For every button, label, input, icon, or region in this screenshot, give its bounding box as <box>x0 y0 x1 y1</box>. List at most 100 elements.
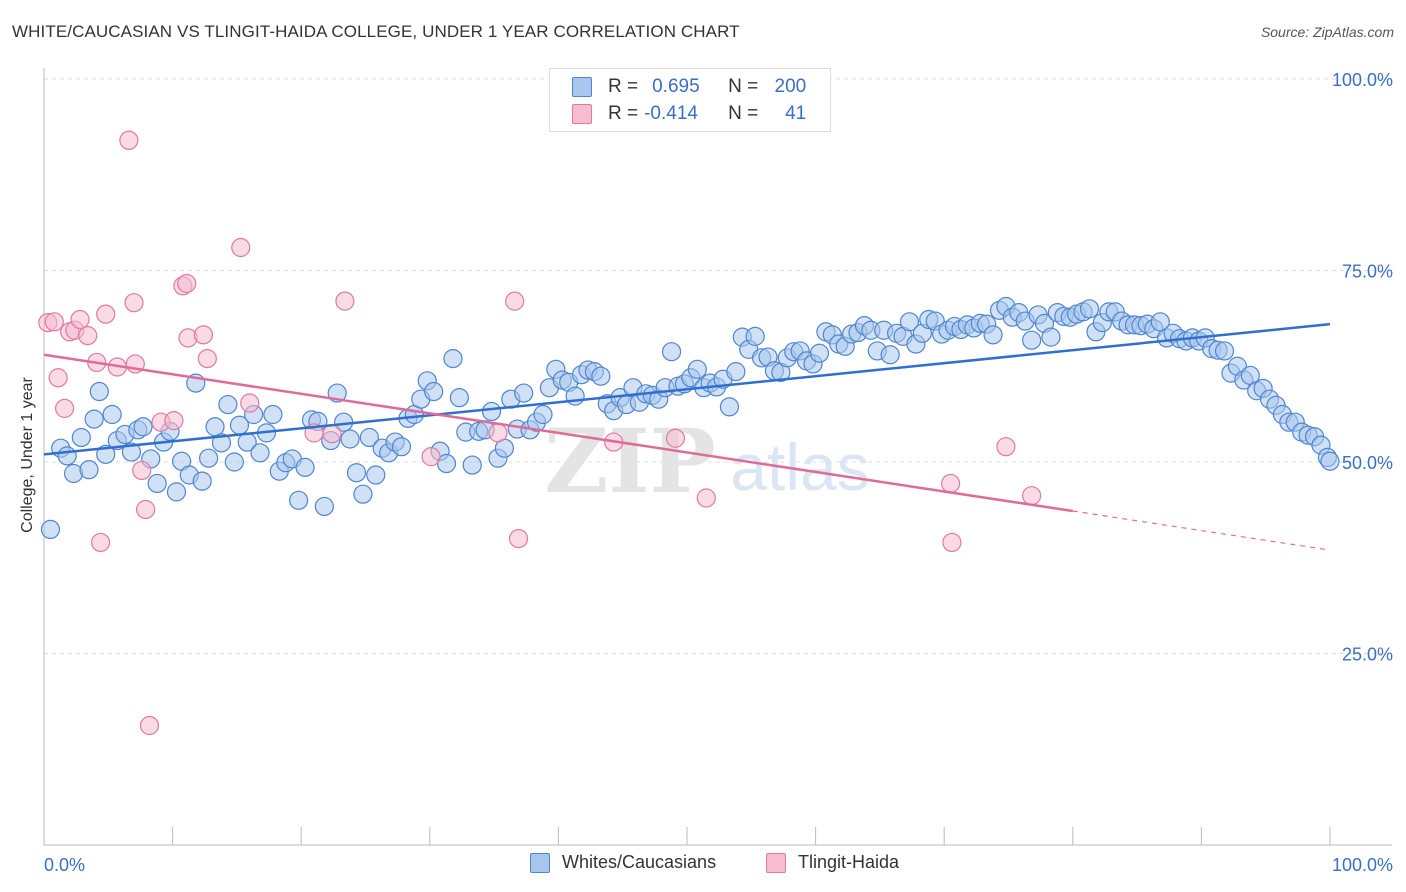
point-whites <box>340 429 360 449</box>
legend-n-label: N = <box>728 103 759 124</box>
point-whites <box>250 443 270 463</box>
point-tlingit <box>696 488 716 508</box>
point-whites <box>443 348 463 369</box>
trend-line-whites <box>43 322 1331 456</box>
point-tlingit <box>78 326 98 346</box>
point-whites <box>726 362 746 382</box>
legend-row-whites: R = 0.695 N = 200 <box>572 75 806 99</box>
point-tlingit <box>70 309 90 330</box>
trend-line-tlingit-extension <box>1072 510 1331 551</box>
point-whites <box>89 381 109 402</box>
point-whites <box>719 397 740 417</box>
point-whites <box>353 484 373 504</box>
point-whites <box>147 473 167 494</box>
point-whites <box>899 312 920 332</box>
point-whites <box>983 325 1003 345</box>
point-tlingit <box>135 499 156 520</box>
legend-r-value: 0.695 <box>652 76 700 97</box>
point-tlingit <box>178 328 198 348</box>
point-whites <box>263 404 283 425</box>
point-tlingit <box>240 393 260 413</box>
legend-r-label: R = <box>608 103 639 124</box>
point-whites <box>462 455 482 475</box>
point-whites <box>211 433 232 453</box>
point-whites <box>424 381 444 402</box>
point-whites <box>481 401 502 422</box>
point-tlingit <box>96 304 116 324</box>
point-tlingit <box>177 273 197 294</box>
legend-swatch-tlingit <box>766 852 786 873</box>
point-whites <box>449 388 469 408</box>
legend-item-whites[interactable]: Whites/Caucasians <box>530 852 716 873</box>
point-whites <box>96 444 116 464</box>
point-whites <box>533 404 553 425</box>
point-whites <box>661 342 682 362</box>
point-whites <box>121 442 142 462</box>
stats-legend: R = 0.695 N = 200 R = -0.414 N = 41 <box>549 68 831 132</box>
watermark-atlas: atlas <box>730 430 869 504</box>
point-whites <box>1041 327 1061 347</box>
point-tlingit <box>119 130 139 150</box>
point-whites <box>133 417 153 437</box>
watermark-zip: ZIP <box>544 409 716 513</box>
y-tick-label: 50.0% <box>1342 453 1393 473</box>
point-whites <box>224 452 244 472</box>
point-whites <box>687 359 707 379</box>
legend-swatch-whites <box>572 77 592 97</box>
legend-n-value: 200 <box>774 76 807 97</box>
x-tick-label: 0.0% <box>44 855 85 875</box>
point-whites <box>1320 451 1340 471</box>
point-tlingit <box>996 437 1016 457</box>
legend-swatch-tlingit <box>572 104 592 124</box>
point-tlingit <box>132 460 152 481</box>
point-tlingit <box>197 348 217 369</box>
point-tlingit <box>322 424 342 444</box>
point-whites <box>391 437 412 457</box>
point-whites <box>166 482 187 502</box>
point-whites <box>79 460 99 480</box>
point-tlingit <box>164 411 184 431</box>
point-whites <box>40 519 61 540</box>
point-whites <box>289 490 309 510</box>
y-tick-label: 25.0% <box>1342 645 1393 665</box>
legend-item-tlingit[interactable]: Tlingit-Haida <box>766 852 899 873</box>
source-label: Source: ZipAtlas.com <box>1260 24 1394 40</box>
point-whites <box>591 366 611 386</box>
point-tlingit <box>942 532 962 553</box>
point-whites <box>514 383 534 403</box>
series-legend: Whites/Caucasians Tlingit-Haida <box>0 852 1406 878</box>
point-tlingit <box>193 325 214 345</box>
y-tick-label: 75.0% <box>1342 262 1393 282</box>
point-tlingit <box>941 473 961 494</box>
point-whites <box>1214 341 1235 361</box>
legend-r-label: R = <box>608 76 639 97</box>
point-whites <box>880 345 900 365</box>
point-whites <box>84 409 104 429</box>
y-tick-label: 100.0% <box>1332 70 1393 90</box>
point-whites <box>1022 330 1042 350</box>
point-whites <box>102 404 122 425</box>
legend-n-label: N = <box>728 76 759 97</box>
point-whites <box>192 471 212 491</box>
point-tlingit <box>139 715 160 736</box>
trend-line-tlingit <box>43 353 1073 513</box>
chart-title: WHITE/CAUCASIAN VS TLINGIT-HAIDA COLLEGE… <box>12 22 740 41</box>
point-whites <box>809 343 830 363</box>
legend-r-value: -0.414 <box>644 103 698 124</box>
point-tlingit <box>488 423 508 443</box>
point-whites <box>218 394 238 415</box>
point-tlingit <box>508 528 529 549</box>
point-whites <box>295 457 315 477</box>
point-whites <box>366 465 386 485</box>
legend-n-value: 41 <box>785 103 807 124</box>
point-tlingit <box>335 291 355 311</box>
point-whites <box>314 496 334 517</box>
point-tlingit <box>90 532 111 553</box>
point-tlingit <box>421 447 441 467</box>
point-whites <box>199 448 219 468</box>
point-whites <box>71 427 91 448</box>
point-tlingit <box>231 237 251 258</box>
point-whites <box>205 417 225 437</box>
x-tick-label: 100.0% <box>1332 855 1393 875</box>
